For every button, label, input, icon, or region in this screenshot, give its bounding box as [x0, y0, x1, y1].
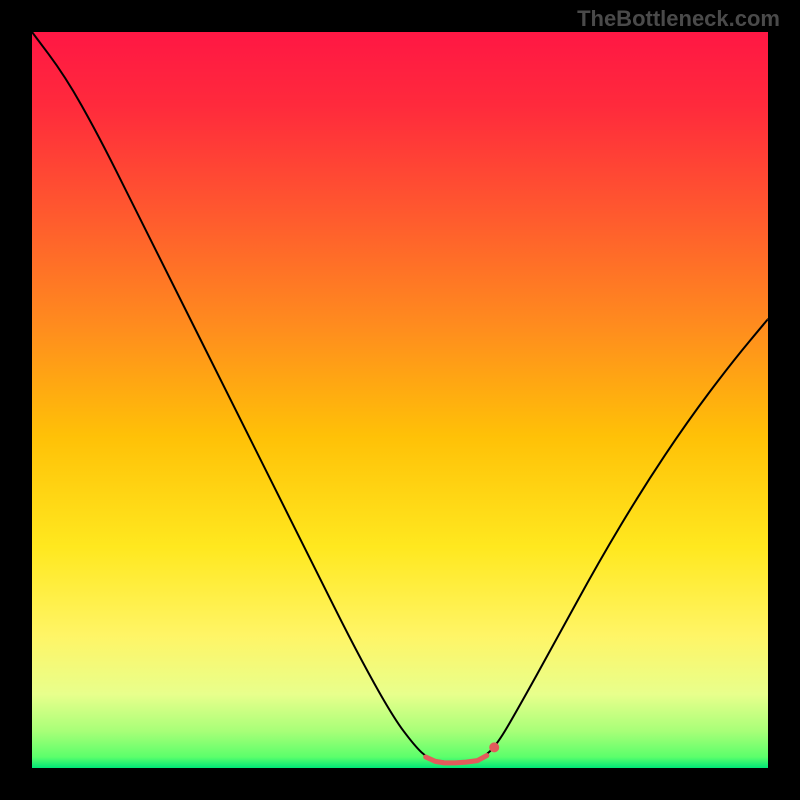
watermark-text: TheBottleneck.com	[577, 6, 780, 32]
plot-gradient-background	[32, 32, 768, 768]
bottleneck-chart	[0, 0, 800, 800]
trough-marker-dot	[489, 742, 499, 752]
chart-container: TheBottleneck.com	[0, 0, 800, 800]
